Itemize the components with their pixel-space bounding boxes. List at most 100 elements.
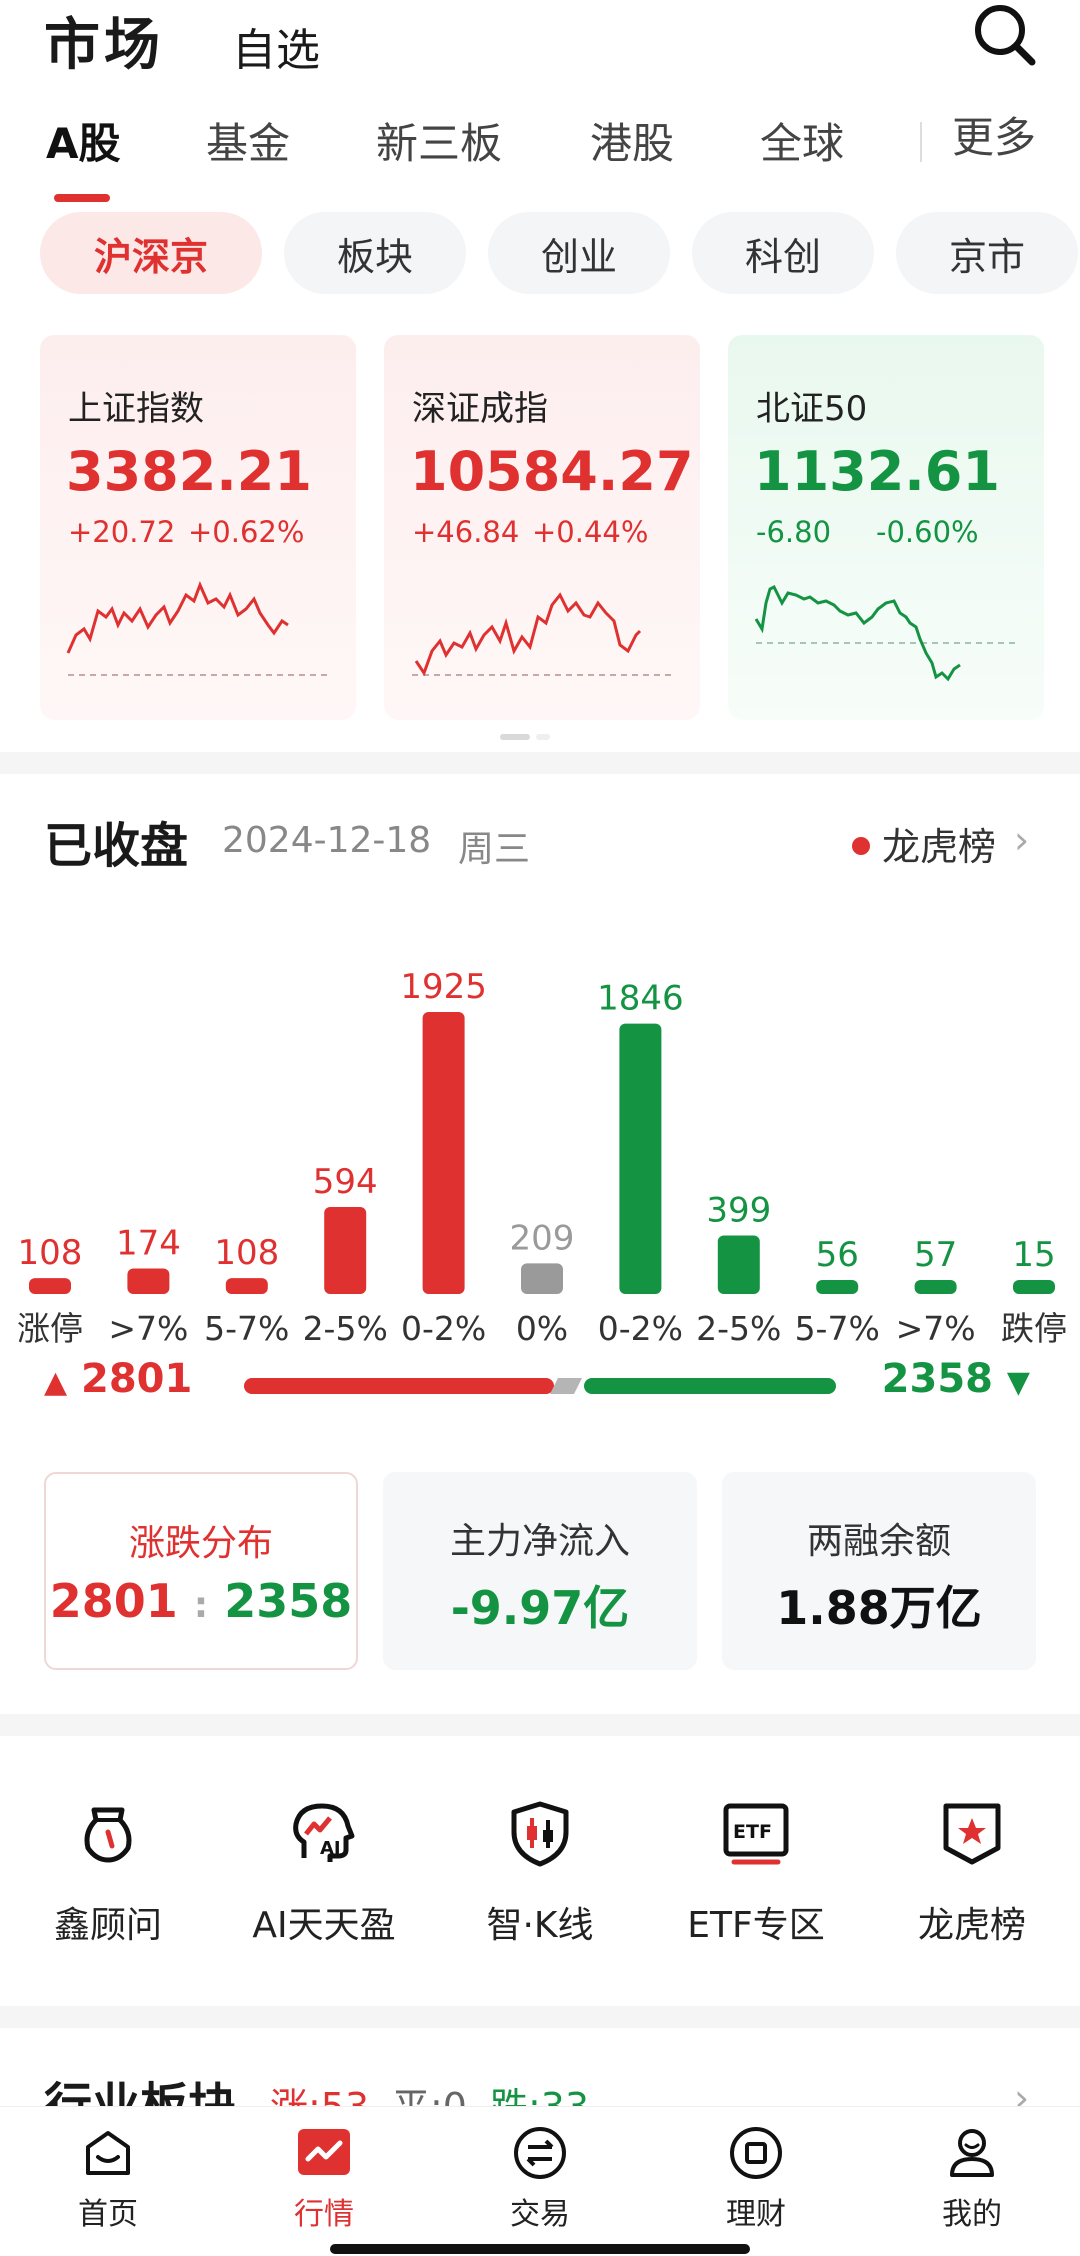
rise-fall-ratio: ▲ 2801 2358 ▼ [0, 1356, 1080, 1416]
stat-main-inflow[interactable]: 主力净流入 -9.97亿 [383, 1472, 697, 1670]
stat-label: 主力净流入 [449, 1521, 630, 1562]
industry-sector-header[interactable]: 行业板块 涨:53 平:0 跌:33 › [0, 2026, 1080, 2106]
bar-value-label: 56 [816, 1235, 859, 1275]
chevron-right-icon[interactable]: › [1014, 818, 1030, 862]
nav-market[interactable]: 行情 [216, 2125, 432, 2235]
nav-label: 行情 [294, 2197, 354, 2232]
tab-funds[interactable]: 基金 [206, 119, 291, 168]
index-name: 上证指数 [68, 389, 204, 429]
index-card-bse50[interactable]: 北证50 1132.61 -6.80 -0.60% [728, 335, 1044, 720]
search-button[interactable] [970, 0, 1040, 70]
distribution-bar [619, 1023, 662, 1294]
index-value: 3382.21 [66, 440, 312, 503]
svg-text:ETF: ETF [733, 1821, 772, 1843]
ratio-bar [244, 1378, 836, 1394]
pager-dot-active [500, 734, 530, 740]
quick-link-kline[interactable]: 智·K线 [432, 1796, 648, 1986]
tab-hk[interactable]: 港股 [590, 119, 675, 168]
bar-value-label: 594 [313, 1162, 378, 1202]
watchlist-tab[interactable]: 自选 [232, 25, 320, 76]
chip-star[interactable]: 科创 [692, 212, 874, 294]
nav-wealth[interactable]: 理财 [648, 2125, 864, 2235]
stat-separator: : [193, 1585, 209, 1626]
market-stats: 涨跌分布 2801 : 2358 主力净流入 -9.97亿 两融余额 1.88万… [0, 1472, 1080, 1672]
industry-up-count: 涨:53 [270, 2076, 369, 2106]
chip-sector[interactable]: 板块 [284, 212, 466, 294]
chip-beijing[interactable]: 京市 [896, 212, 1078, 294]
dot-icon [852, 837, 870, 855]
chip-chinext[interactable]: 创业 [488, 212, 670, 294]
index-value: 10584.27 [410, 440, 694, 503]
stat-margin-balance[interactable]: 两融余额 1.88万亿 [722, 1472, 1036, 1670]
bar-value-label: 174 [116, 1224, 181, 1264]
bar-category-label: 5-7% [795, 1309, 880, 1348]
bar-value-label: 1925 [400, 967, 487, 1007]
quick-link-ai[interactable]: AI AI天天盈 [216, 1796, 432, 1986]
quick-link-label: 智·K线 [486, 1905, 594, 1946]
home-indicator [330, 2244, 750, 2254]
distribution-bar [29, 1278, 71, 1294]
bar-category-label: >7% [108, 1309, 188, 1348]
nav-trade[interactable]: 交易 [432, 2125, 648, 2235]
quick-link-dragon-tiger[interactable]: 龙虎榜 [864, 1796, 1080, 1986]
bar-value-label: 209 [510, 1218, 575, 1258]
index-percent: +0.62% [188, 515, 305, 549]
nav-label: 理财 [726, 2197, 786, 2232]
profile-icon [950, 2129, 994, 2177]
market-tabs: A股 基金 新三板 港股 全球 更多 [0, 110, 1080, 202]
svg-text:AI: AI [320, 1838, 341, 1859]
index-change: -6.80 [756, 515, 832, 549]
stat-label: 两融余额 [806, 1521, 951, 1562]
bottom-navigation: 首页 行情 交易 理财 我的 [0, 2106, 1080, 2256]
rise-fall-distribution-chart[interactable]: 108 涨停 174 >7% 108 5-7% 594 2-5% 1925 0-2% 209 0% 18… [0, 940, 1080, 1360]
stat-value: -9.97亿 [450, 1581, 630, 1635]
chip-hushenjing[interactable]: 沪深京 [40, 212, 262, 294]
nav-label: 交易 [510, 2197, 570, 2232]
up-count: ▲ 2801 [44, 1356, 192, 1402]
tab-neeq[interactable]: 新三板 [376, 119, 503, 168]
chevron-right-icon[interactable]: › [1014, 2076, 1030, 2106]
bar-category-label: >7% [896, 1309, 976, 1348]
tab-a-shares[interactable]: A股 [46, 119, 121, 168]
quick-links: 鑫顾问 AI AI天天盈 智·K线 ETF ETF专区 龙虎榜 [0, 1740, 1080, 1990]
index-card-shanghai[interactable]: 上证指数 3382.21 +20.72 +0.62% [40, 335, 356, 720]
tab-more[interactable]: 更多 [952, 113, 1037, 162]
nav-profile[interactable]: 我的 [864, 2125, 1080, 2235]
stat-value: 2801 : 2358 [46, 1574, 356, 1628]
dragon-tiger-link[interactable]: 龙虎榜 [882, 825, 997, 869]
index-change: +20.72 [68, 515, 176, 549]
quick-link-label: AI天天盈 [252, 1905, 396, 1946]
trade-weekday: 周三 [458, 829, 531, 870]
distribution-bar [225, 1278, 268, 1294]
distribution-bar [816, 1280, 859, 1294]
etf-icon: ETF [723, 1803, 789, 1865]
distribution-bar [717, 1235, 760, 1294]
bar-category-label: 跌停 [1001, 1309, 1067, 1348]
index-value: 1132.61 [754, 440, 1000, 503]
wealth-icon [730, 2127, 782, 2179]
stat-rise-fall[interactable]: 涨跌分布 2801 : 2358 [44, 1472, 358, 1670]
page-title[interactable]: 市场 [44, 13, 164, 78]
quick-link-advisor[interactable]: 鑫顾问 [0, 1796, 216, 1986]
card-pager [500, 734, 560, 740]
distribution-bar [422, 1012, 465, 1294]
bar-value-label: 1846 [597, 979, 684, 1019]
tab-global[interactable]: 全球 [760, 119, 845, 168]
distribution-bar [914, 1280, 957, 1294]
advisor-icon [84, 1807, 132, 1863]
pager-dot [536, 734, 550, 740]
stat-value: 1.88万亿 [776, 1581, 982, 1635]
tab-divider [920, 122, 922, 162]
nav-home[interactable]: 首页 [0, 2125, 216, 2235]
dragon-tiger-icon [943, 1803, 1001, 1865]
bar-value-label: 108 [18, 1233, 83, 1273]
index-sparkline [66, 581, 330, 676]
index-percent: -0.60% [876, 515, 979, 549]
index-card-shenzhen[interactable]: 深证成指 10584.27 +46.84 +0.44% [384, 335, 700, 720]
industry-title: 行业板块 [44, 2078, 237, 2106]
up-count-value: 2801 [81, 1356, 193, 1402]
distribution-svg: 108 涨停 174 >7% 108 5-7% 594 2-5% 1925 0-2% 209 0% 18… [17, 967, 1067, 1348]
quick-link-label: 龙虎榜 [917, 1905, 1026, 1946]
quick-link-etf[interactable]: ETF ETF专区 [648, 1796, 864, 1986]
quick-link-label: 鑫顾问 [53, 1905, 162, 1946]
